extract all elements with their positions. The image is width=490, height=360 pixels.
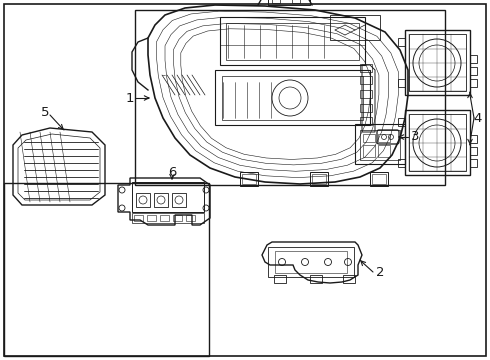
Bar (398, 79, 405, 87)
Bar (310, 275, 322, 283)
Bar (398, 38, 405, 46)
Text: 1: 1 (126, 91, 134, 104)
Bar (360, 64, 372, 72)
Text: 3: 3 (411, 130, 419, 144)
Bar (360, 130, 400, 160)
Bar (405, 30, 470, 95)
Bar (154, 193, 168, 207)
Bar (470, 147, 477, 155)
Bar (272, 0, 280, 3)
Bar (135, 10, 445, 185)
Bar (220, 17, 365, 65)
Bar (363, 145, 375, 157)
Bar (398, 159, 405, 167)
Bar (409, 114, 466, 171)
Bar (147, 215, 156, 221)
Text: 6: 6 (168, 166, 176, 179)
Bar (268, 247, 354, 277)
Bar (222, 76, 363, 120)
Bar (355, 124, 405, 164)
Bar (312, 174, 326, 184)
Bar (173, 215, 182, 221)
Bar (292, 0, 300, 3)
Bar (275, 251, 347, 273)
Bar (268, 0, 310, 5)
Bar (186, 215, 195, 221)
Bar (372, 174, 386, 184)
Bar (172, 193, 186, 207)
Bar (360, 117, 372, 125)
Bar (343, 275, 355, 283)
Bar (330, 15, 380, 40)
Bar (274, 275, 286, 283)
Bar (242, 174, 256, 184)
Bar (378, 145, 390, 157)
Text: 4: 4 (474, 112, 482, 125)
Bar (398, 118, 405, 126)
Bar (378, 134, 390, 142)
Bar (240, 172, 258, 186)
Bar (360, 104, 372, 112)
Bar (470, 67, 477, 75)
Bar (215, 70, 370, 125)
Bar (370, 172, 388, 186)
Bar (134, 215, 143, 221)
Bar (470, 79, 477, 87)
Bar (132, 182, 204, 212)
Bar (132, 213, 204, 223)
Bar (310, 172, 328, 186)
Bar (4, 183, 209, 356)
Bar (409, 34, 466, 91)
Bar (360, 76, 372, 84)
Bar (470, 135, 477, 143)
Bar (363, 134, 375, 142)
Bar (470, 159, 477, 167)
Bar (226, 23, 359, 60)
Text: 5: 5 (41, 105, 49, 118)
Bar (405, 110, 470, 175)
Bar (160, 215, 169, 221)
Bar (136, 193, 150, 207)
Bar (360, 90, 372, 98)
Bar (470, 55, 477, 63)
Text: 2: 2 (376, 266, 384, 279)
